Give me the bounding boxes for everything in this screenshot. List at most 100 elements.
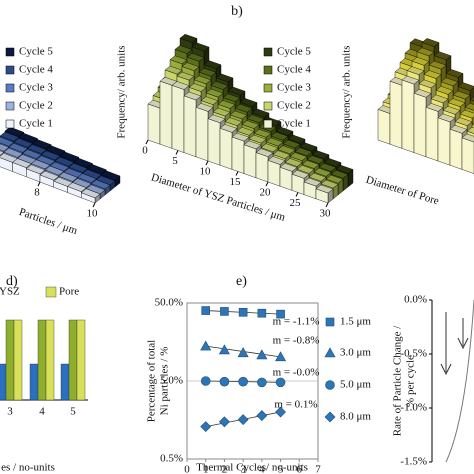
- bar-front: [81, 192, 96, 204]
- bar-front: [303, 181, 317, 200]
- bar-front: [171, 85, 185, 153]
- legend-label: Cycle 1: [19, 118, 53, 130]
- bar-front: [26, 168, 41, 183]
- x-tick-label: 30: [320, 208, 332, 220]
- point: [219, 416, 230, 428]
- legend-label: 5.0 μm: [340, 379, 371, 391]
- x-tick: [92, 202, 96, 208]
- legend-label: 3.0 μm: [340, 347, 371, 359]
- bar-front: [159, 80, 173, 149]
- y-tick-label: -0.5%: [400, 348, 427, 360]
- bar: [13, 319, 23, 401]
- point: [257, 308, 267, 318]
- legend-label: Cycle 3: [19, 82, 53, 94]
- point: [256, 349, 268, 360]
- x-tick-label: 5: [278, 464, 284, 474]
- annotation: m = -1.1%: [273, 316, 320, 328]
- legend-swatch: [263, 65, 273, 75]
- y-tick-label: 50.0%: [155, 297, 183, 309]
- y-axis-label: Frequency/ arb. units: [116, 45, 128, 138]
- point: [219, 376, 230, 387]
- legend-swatch: [5, 83, 15, 93]
- point: [275, 406, 286, 418]
- bar-front: [12, 162, 27, 178]
- x-tick: [265, 181, 269, 187]
- bar-front: [183, 95, 197, 158]
- y-axis-label: Rate of Particle Change /: [392, 325, 404, 437]
- point: [238, 307, 248, 317]
- x-tick-label: 5: [172, 155, 178, 167]
- panel-label: e): [236, 274, 247, 289]
- bar-front: [147, 103, 161, 145]
- bar-front: [195, 107, 209, 162]
- legend-label: YSZ: [0, 286, 20, 298]
- bar: [37, 319, 47, 401]
- bar-3d: [80, 188, 101, 204]
- y-axis-label: Percentage of total: [146, 340, 158, 422]
- bar-front: [425, 107, 439, 162]
- x-tick-label: 10: [200, 166, 212, 178]
- x-tick: [325, 202, 329, 208]
- bar-front: [315, 188, 329, 204]
- bar-front: [207, 118, 221, 166]
- bar-front: [413, 92, 427, 158]
- bar-front: [401, 79, 415, 153]
- point: [200, 421, 212, 433]
- legend-marker: [325, 317, 335, 327]
- legend-label: Cycle 5: [19, 46, 53, 58]
- legend-label: Pore: [59, 286, 79, 298]
- bar: [5, 319, 15, 401]
- bar: [68, 319, 78, 401]
- legend-label: 1.5 μm: [340, 316, 371, 328]
- bar-front: [39, 174, 54, 188]
- x-tick: [205, 160, 209, 166]
- point: [237, 414, 249, 426]
- annotation: m = -0.8%: [273, 335, 320, 347]
- x-tick-label: 5: [70, 406, 76, 418]
- legend-label: 8.0 μm: [340, 411, 371, 423]
- panel-label: d): [6, 274, 18, 289]
- legend-swatch: [5, 65, 15, 75]
- bar-top: [0, 143, 10, 152]
- bar-front: [291, 173, 305, 195]
- x-axis-label: Thermal Cycles/ no-units: [196, 462, 308, 474]
- point: [200, 340, 212, 351]
- x-tick-label: 15: [230, 176, 242, 188]
- legend-marker: [325, 380, 335, 390]
- x-tick-label: 7: [315, 464, 321, 474]
- x-tick-label: 4: [39, 406, 45, 418]
- y-axis-label: % per cycle: [405, 355, 417, 407]
- x-tick-label: 25: [290, 197, 302, 209]
- curve: [445, 299, 474, 463]
- bar-top: [0, 150, 5, 156]
- x-tick-label: 0: [142, 145, 148, 157]
- arrows: [440, 299, 474, 463]
- legend-label: Cycle 4: [19, 64, 53, 76]
- x-tick-label: 2: [222, 464, 228, 474]
- legend-swatch: [45, 286, 57, 298]
- legend-swatch: [5, 119, 15, 129]
- x-tick-label: 20: [260, 187, 272, 199]
- legend-swatch: [263, 101, 273, 111]
- legend-label: Cycle 2: [277, 100, 311, 112]
- legend-swatch: [263, 83, 273, 93]
- x-tick-label: 4: [259, 464, 265, 474]
- annotation: m = 0.1%: [274, 399, 317, 411]
- legend-swatch: [5, 47, 15, 57]
- x-tick: [175, 150, 179, 155]
- point: [201, 306, 211, 315]
- legend-label: Cycle 4: [277, 64, 311, 76]
- annotation: m = -0.0%: [273, 367, 320, 379]
- bar: [29, 363, 39, 401]
- point: [218, 344, 230, 355]
- panel-label: b): [231, 4, 243, 19]
- x-tick-label: 3: [240, 464, 246, 474]
- bar-front: [219, 128, 233, 170]
- bar-front: [449, 128, 463, 170]
- y-axis-label: Frequency/ arb. units: [341, 45, 353, 138]
- bar: [0, 363, 7, 401]
- point: [276, 309, 285, 319]
- x-tick-label: 8: [34, 187, 40, 199]
- x-tick: [37, 181, 41, 187]
- legend-label: Cycle 1: [277, 118, 311, 130]
